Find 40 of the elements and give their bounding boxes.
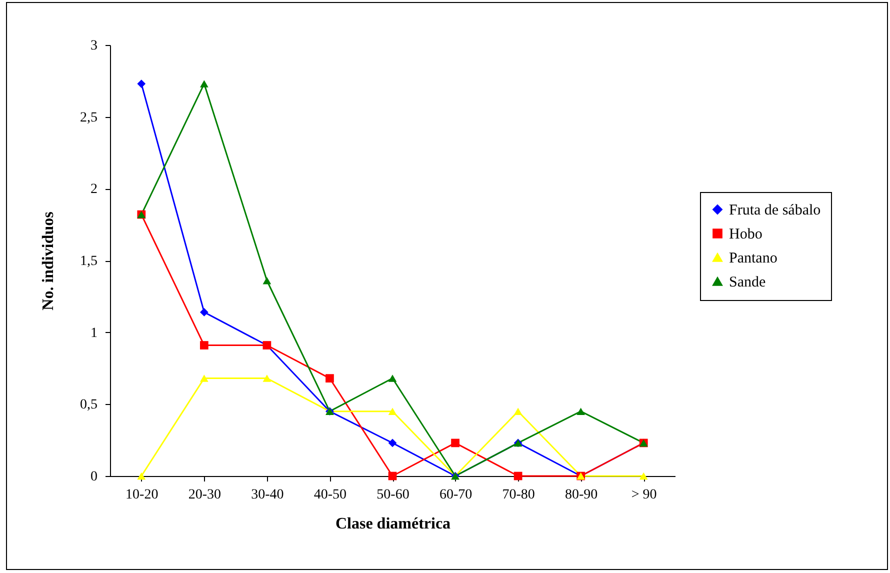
legend-label: Fruta de sábalo: [729, 202, 821, 218]
point: [388, 374, 397, 382]
x-axis-title: Clase diamétrica: [335, 516, 451, 532]
point: [137, 472, 146, 480]
legend-label: Pantano: [729, 250, 778, 266]
point: [388, 408, 397, 415]
y-tick-label: 0: [90, 470, 98, 484]
x-tick-label: 10-20: [126, 488, 158, 502]
point: [200, 80, 208, 88]
point: [514, 472, 522, 480]
x-tick-label: 60-70: [439, 488, 472, 502]
point: [388, 472, 397, 480]
point: [200, 374, 208, 382]
x-tick-label: 80-90: [564, 488, 598, 502]
y-tick-label: 0,5: [80, 398, 98, 413]
y-axis-title: No. individuos: [40, 212, 57, 310]
point: [388, 438, 397, 448]
y-tick-label: 1: [90, 326, 98, 341]
x-tick-label: > 90: [631, 488, 657, 502]
point: [200, 341, 208, 350]
point: [200, 308, 208, 316]
point: [262, 276, 272, 284]
point: [639, 472, 648, 480]
x-tick-label: 30-40: [251, 488, 284, 502]
point: [137, 80, 146, 88]
point: [262, 374, 272, 382]
legend-label: Sande: [729, 274, 766, 290]
point: [576, 408, 586, 415]
x-tick-label: 20-30: [188, 488, 222, 502]
y-tick-label: 1,5: [80, 254, 98, 269]
x-tick-label: 50-60: [376, 488, 410, 502]
y-tick-label: 3: [90, 38, 98, 54]
x-tick-label: 40-50: [314, 488, 347, 502]
legend-label: Hobo: [729, 226, 762, 242]
point: [451, 438, 460, 448]
y-tick-label: 2: [90, 182, 98, 198]
y-tick-label: 2,5: [80, 110, 98, 126]
point: [514, 408, 522, 415]
x-tick-label: 70-80: [502, 488, 535, 502]
point: [326, 374, 334, 382]
